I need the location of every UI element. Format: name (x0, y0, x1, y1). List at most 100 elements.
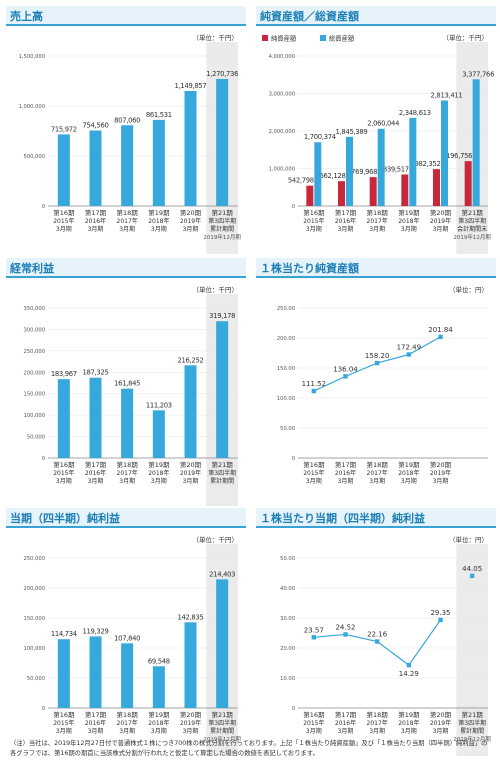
eps-chart: （単位：円） 0 10.00 20.00 30.00 40.00 50.00 第16期2015… (280, 535, 491, 756)
data-point (438, 334, 443, 340)
data-label: 23.57 (304, 626, 324, 634)
y-tick-label: 20.00 (280, 646, 295, 652)
x-tick-label: 3月期 (88, 225, 104, 233)
data-label: 807,060 (114, 116, 140, 124)
bar (409, 117, 417, 206)
x-tick-label: 3月期 (119, 477, 135, 485)
y-tick-label: 300,000 (24, 327, 45, 333)
chart-title: １株当たり純資産額 (260, 262, 359, 275)
x-tick-label: 2019年 (180, 469, 201, 477)
bar (152, 666, 165, 708)
data-point (311, 388, 317, 394)
data-label: 754,560 (82, 122, 108, 130)
x-tick-label: 第16期 (53, 710, 75, 719)
data-point (374, 639, 380, 644)
data-label: 142,835 (177, 613, 203, 621)
x-tick-label: 3月期 (306, 727, 322, 735)
net-income-chart-panel: 当期（四半期）純利益 （単位：千円） 0 50,000 100,000 150,000 2… (6, 508, 246, 756)
data-label: 29.35 (430, 609, 450, 617)
x-tick-label: 第20期 (180, 710, 202, 719)
net-income-chart: （単位：千円） 0 50,000 100,000 150,000 200,000 250,0… (24, 535, 241, 756)
x-tick-label: 2017年 (367, 469, 388, 477)
data-label: 201.84 (428, 326, 453, 334)
bps-chart: （単位：円） 0 50.00 100.00 150.00 200.00 250.00 第16期… (277, 285, 488, 485)
x-tick-label: 2018年 (398, 719, 419, 727)
legend-swatch (320, 35, 326, 41)
x-tick-label: 第18期 (117, 460, 139, 469)
data-label: 1,270,736 (206, 70, 238, 78)
data-label: 111.52 (302, 380, 327, 388)
x-tick-label: 第21期 (212, 208, 234, 217)
data-point (374, 360, 380, 366)
sales-chart: （単位：千円）0500,0001,000,0001,500,000第16期201… (19, 33, 241, 254)
x-tick-label: 3月期 (119, 225, 135, 233)
x-tick-label: 第18期 (367, 208, 389, 217)
unit-label: （単位：千円） (193, 33, 239, 42)
chart-title-bar: １株当たり当期（四半期）純利益 (256, 508, 496, 528)
x-tick-label: 3月期 (56, 225, 72, 233)
x-tick-label: 3月期 (338, 225, 354, 233)
x-tick-label: 2016年 (85, 217, 106, 225)
x-tick-label: 第19期 (148, 208, 170, 217)
chart-title-bar: 売上高 (6, 6, 246, 26)
data-label: 662,128 (319, 172, 345, 180)
x-tick-label: 第16期 (303, 710, 325, 719)
x-tick-label: 2019年 (430, 469, 451, 477)
chart-title-bar: 純資産額／総資産額 (256, 6, 496, 26)
x-tick-label: 2017年 (117, 469, 138, 477)
chart-title-bar: 当期（四半期）純利益 (6, 508, 246, 528)
bar (314, 142, 322, 206)
x-tick-label: 第17期 (335, 460, 357, 469)
data-point (406, 352, 412, 357)
data-point (311, 635, 317, 640)
x-tick-label: 2018年 (398, 217, 419, 225)
y-tick-label: 150.00 (277, 366, 295, 372)
y-tick-label: 100,000 (24, 413, 45, 419)
x-tick-label: 第17期 (335, 710, 357, 719)
highlight-column (456, 544, 488, 756)
y-tick-label: 50,000 (27, 435, 45, 441)
bar (89, 130, 102, 206)
ordinary-profit-chart-panel: 経常利益 （単位：千円） 0 50,000 100,000 150,000 200,000… (6, 258, 246, 506)
data-label: 2,813,411 (431, 91, 463, 99)
x-tick-label: 第19期 (398, 460, 420, 469)
x-tick-label: 第21期 (462, 710, 484, 719)
y-tick-label: 0 (42, 204, 45, 210)
x-tick-label: 2015年 (303, 217, 324, 225)
y-tick-label: 500,000 (24, 154, 45, 160)
x-tick-label: 2016年 (85, 719, 106, 727)
x-tick-label: 第3四半期 (208, 719, 236, 727)
x-tick-label: 第21期 (212, 710, 234, 719)
bar (121, 388, 134, 458)
x-tick-label: 2017年 (117, 217, 138, 225)
x-tick-label: 2016年 (335, 217, 356, 225)
bar (184, 91, 197, 206)
x-tick-label: 第18期 (367, 710, 389, 719)
x-sub-note: 2019年12月期 (203, 735, 241, 743)
x-tick-label: 3月期 (56, 477, 72, 485)
data-label: 107,840 (114, 634, 140, 642)
y-tick-label: 100.00 (277, 396, 295, 402)
x-tick-label: 第16期 (53, 460, 75, 469)
data-label: 158.20 (365, 352, 390, 360)
assets-chart-panel: 純資産額／総資産額 （単位：千円） 0 1,000,000 2,000,000 3,00… (256, 6, 496, 254)
x-tick-label: 3月期 (88, 727, 104, 735)
x-tick-label: 2019年 (180, 719, 201, 727)
chart-title: 当期（四半期）純利益 (10, 512, 120, 525)
y-tick-label: 50,000 (27, 676, 45, 682)
unit-label: （単位：円） (449, 535, 488, 544)
legend-label: 総資産額 (329, 34, 355, 43)
x-tick-label: 第16期 (303, 208, 325, 217)
legend-swatch (262, 35, 268, 41)
x-tick-label: 2017年 (367, 719, 388, 727)
data-label: 1,700,374 (304, 133, 336, 141)
unit-label: （単位：千円） (193, 285, 239, 294)
bar (57, 639, 70, 708)
data-label: 2,348,613 (399, 109, 431, 117)
data-label: 69,548 (148, 657, 170, 665)
data-label: 769,968 (351, 168, 377, 176)
x-tick-label: 2018年 (148, 469, 169, 477)
x-tick-label: 第19期 (398, 208, 420, 217)
data-label: 715,972 (51, 125, 77, 133)
y-tick-label: 0 (292, 456, 295, 462)
